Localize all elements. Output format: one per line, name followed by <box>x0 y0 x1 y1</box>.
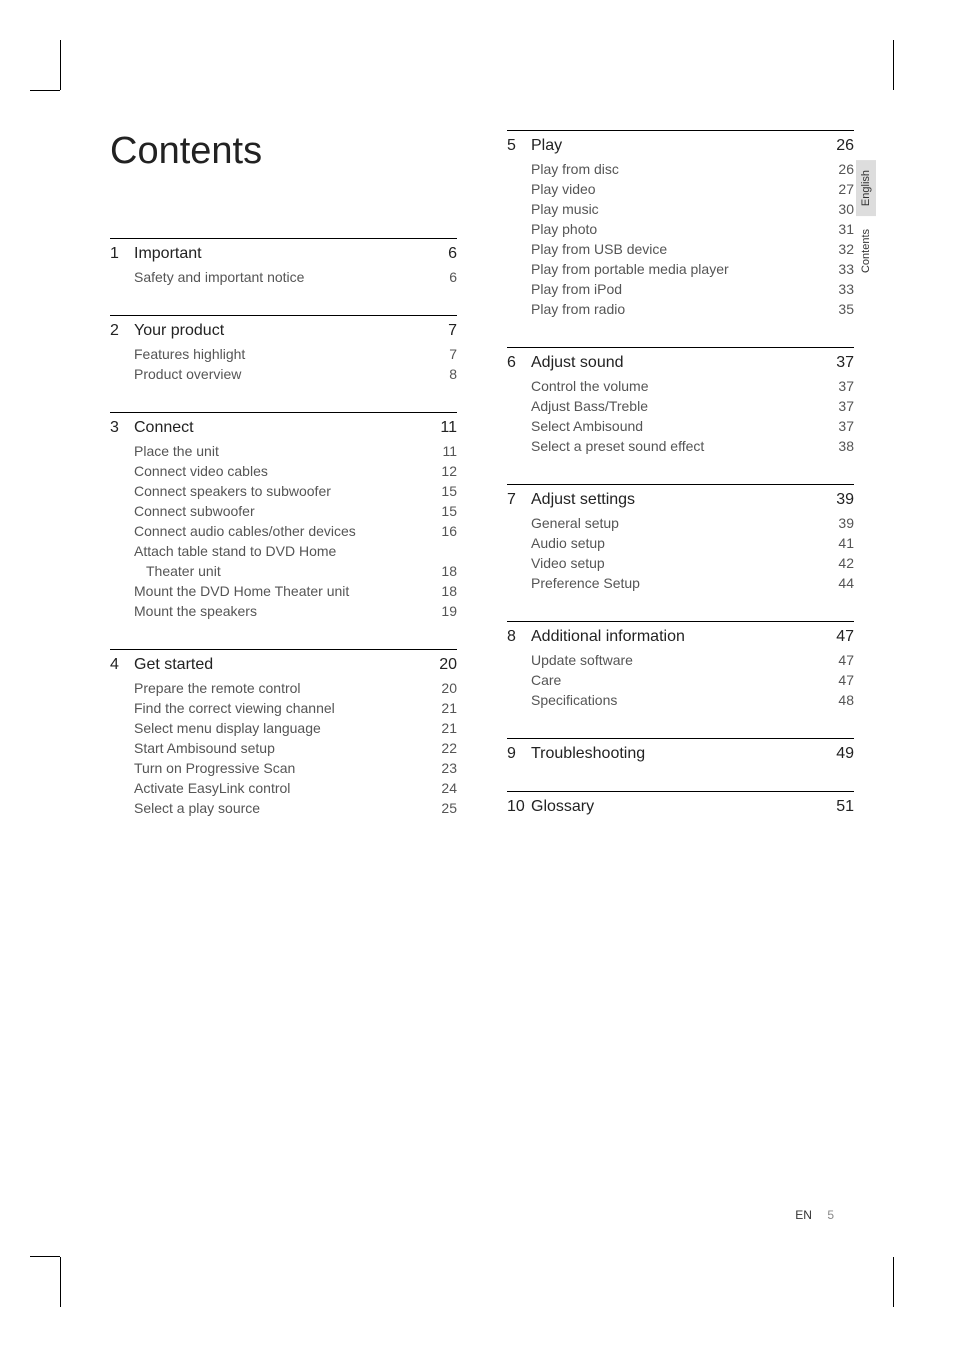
section-title: Your product <box>134 322 427 340</box>
section-page: 7 <box>427 322 457 340</box>
section-title: Glossary <box>531 798 824 816</box>
section-num: 5 <box>507 137 531 155</box>
toc-item: Play photo31 <box>507 219 854 239</box>
toc-item: Play from portable media player33 <box>507 259 854 279</box>
toc-item: Connect speakers to subwoofer15 <box>110 481 457 501</box>
footer: EN 5 <box>795 1208 834 1222</box>
section-num: 3 <box>110 419 134 437</box>
footer-page: 5 <box>827 1208 834 1222</box>
toc-item: Control the volume37 <box>507 376 854 396</box>
toc-item: Mount the DVD Home Theater unit18 <box>110 581 457 601</box>
toc-section-1: 1 Important 6 Safety and important notic… <box>110 238 457 287</box>
toc-section-8: 8 Additional information 47 Update softw… <box>507 621 854 710</box>
toc-item: Prepare the remote control20 <box>110 678 457 698</box>
toc-item: Adjust Bass/Treble37 <box>507 396 854 416</box>
section-num: 6 <box>507 354 531 372</box>
section-title: Additional information <box>531 628 824 646</box>
toc-section-10: 10 Glossary 51 <box>507 791 854 816</box>
toc-item: Play from USB device32 <box>507 239 854 259</box>
section-page: 20 <box>427 656 457 674</box>
section-page: 47 <box>824 628 854 646</box>
section-page: 6 <box>427 245 457 263</box>
toc-item: Mount the speakers19 <box>110 601 457 621</box>
toc-item: Play music30 <box>507 199 854 219</box>
toc-item: Play from iPod33 <box>507 279 854 299</box>
toc-item: General setup39 <box>507 513 854 533</box>
toc-section-4: 4 Get started 20 Prepare the remote cont… <box>110 649 457 818</box>
section-title: Connect <box>134 419 427 437</box>
toc-item: Play from radio35 <box>507 299 854 319</box>
section-title: Play <box>531 137 824 155</box>
toc-item: Connect audio cables/other devices16 <box>110 521 457 541</box>
section-page: 49 <box>824 745 854 763</box>
toc-item: Select Ambisound37 <box>507 416 854 436</box>
page-title: Contents <box>110 130 457 173</box>
section-num: 10 <box>507 798 531 816</box>
section-page: 26 <box>824 137 854 155</box>
toc-item: Play video27 <box>507 179 854 199</box>
section-num: 2 <box>110 322 134 340</box>
section-page: 37 <box>824 354 854 372</box>
side-tabs: English Contents <box>856 160 876 283</box>
tab-contents: Contents <box>856 219 876 283</box>
toc-section-3: 3 Connect 11 Place the unit11 Connect vi… <box>110 412 457 621</box>
toc-section-7: 7 Adjust settings 39 General setup39 Aud… <box>507 484 854 593</box>
footer-lang: EN <box>795 1208 812 1222</box>
toc-item: Update software47 <box>507 650 854 670</box>
toc-item: Preference Setup44 <box>507 573 854 593</box>
toc-item: Connect video cables12 <box>110 461 457 481</box>
section-title: Adjust sound <box>531 354 824 372</box>
toc-section-6: 6 Adjust sound 37 Control the volume37 A… <box>507 347 854 456</box>
section-page: 11 <box>427 419 457 437</box>
toc-item: Select menu display language21 <box>110 718 457 738</box>
section-page: 39 <box>824 491 854 509</box>
toc-item: Find the correct viewing channel21 <box>110 698 457 718</box>
toc-item: Specifications48 <box>507 690 854 710</box>
toc-item: Features highlight7 <box>110 344 457 364</box>
tab-english: English <box>856 160 876 216</box>
toc-item: Play from disc26 <box>507 159 854 179</box>
toc-item: Activate EasyLink control24 <box>110 778 457 798</box>
section-num: 1 <box>110 245 134 263</box>
toc-item: Select a play source25 <box>110 798 457 818</box>
toc-item: Start Ambisound setup22 <box>110 738 457 758</box>
toc-item: Care47 <box>507 670 854 690</box>
toc-item: Attach table stand to DVD Home <box>110 541 457 561</box>
section-title: Important <box>134 245 427 263</box>
right-column: 5 Play 26 Play from disc26 Play video27 … <box>507 130 854 846</box>
toc-item: Video setup42 <box>507 553 854 573</box>
toc-item: Safety and important notice6 <box>110 267 457 287</box>
section-num: 8 <box>507 628 531 646</box>
toc-item: Theater unit18 <box>110 561 457 581</box>
section-title: Troubleshooting <box>531 745 824 763</box>
section-num: 9 <box>507 745 531 763</box>
toc-item: Product overview8 <box>110 364 457 384</box>
section-num: 4 <box>110 656 134 674</box>
toc-item: Select a preset sound effect38 <box>507 436 854 456</box>
toc-section-9: 9 Troubleshooting 49 <box>507 738 854 763</box>
section-num: 7 <box>507 491 531 509</box>
toc-item: Audio setup41 <box>507 533 854 553</box>
toc-section-5: 5 Play 26 Play from disc26 Play video27 … <box>507 130 854 319</box>
toc-item: Turn on Progressive Scan23 <box>110 758 457 778</box>
toc-item: Place the unit11 <box>110 441 457 461</box>
toc-section-2: 2 Your product 7 Features highlight7 Pro… <box>110 315 457 384</box>
section-title: Get started <box>134 656 427 674</box>
section-page: 51 <box>824 798 854 816</box>
left-column: Contents 1 Important 6 Safety and import… <box>110 130 457 846</box>
section-title: Adjust settings <box>531 491 824 509</box>
toc-item: Connect subwoofer15 <box>110 501 457 521</box>
